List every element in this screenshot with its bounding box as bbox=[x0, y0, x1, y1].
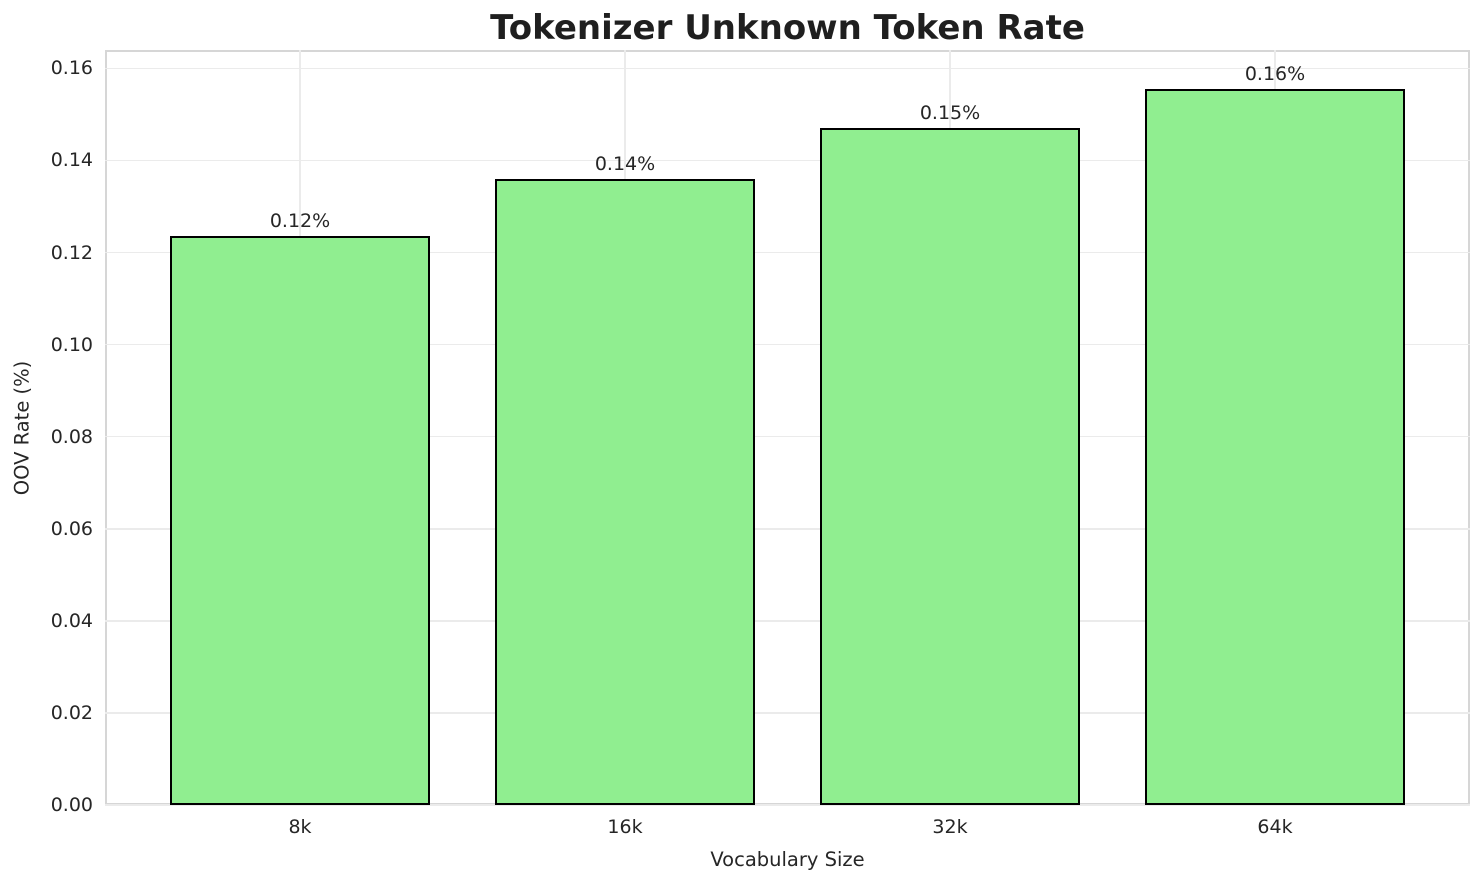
y-gridline bbox=[105, 343, 1470, 346]
y-tick-label: 0.00 bbox=[50, 794, 93, 816]
x-axis-label: Vocabulary Size bbox=[710, 848, 865, 871]
y-tick-label: 0.04 bbox=[50, 609, 93, 632]
y-gridline bbox=[105, 804, 1470, 806]
y-gridline bbox=[105, 159, 1470, 162]
y-axis-label: OOV Rate (%) bbox=[10, 360, 34, 495]
y-gridline bbox=[105, 528, 1470, 530]
bar-value-label: 0.16% bbox=[1244, 62, 1306, 85]
y-tick-label: 0.06 bbox=[50, 517, 93, 540]
y-gridline bbox=[105, 67, 1470, 70]
bar-16k bbox=[495, 178, 755, 805]
y-tick-label: 0.08 bbox=[50, 425, 93, 448]
y-tick-label: 0.12 bbox=[50, 241, 93, 264]
y-gridline bbox=[105, 251, 1470, 254]
bar-64k bbox=[1145, 88, 1405, 805]
y-tick-label: 0.16 bbox=[50, 57, 93, 80]
bar-value-label: 0.15% bbox=[919, 102, 981, 125]
y-gridline bbox=[105, 435, 1470, 438]
x-tick-label: 8k bbox=[288, 816, 312, 838]
y-tick-label: 0.10 bbox=[50, 333, 93, 356]
x-tick-label: 32k bbox=[932, 816, 968, 838]
x-tick-label: 16k bbox=[607, 816, 643, 838]
bar-8k bbox=[170, 236, 430, 805]
bar-value-label: 0.14% bbox=[594, 153, 656, 175]
y-tick-label: 0.02 bbox=[50, 701, 93, 724]
y-gridline bbox=[105, 712, 1470, 714]
bar-32k bbox=[820, 128, 1080, 805]
y-tick-label: 0.14 bbox=[50, 149, 93, 172]
x-tick-label: 64k bbox=[1257, 816, 1293, 838]
y-gridline bbox=[105, 620, 1470, 622]
bar-value-label: 0.12% bbox=[269, 210, 331, 233]
chart-title: Tokenizer Unknown Token Rate bbox=[490, 8, 1085, 48]
